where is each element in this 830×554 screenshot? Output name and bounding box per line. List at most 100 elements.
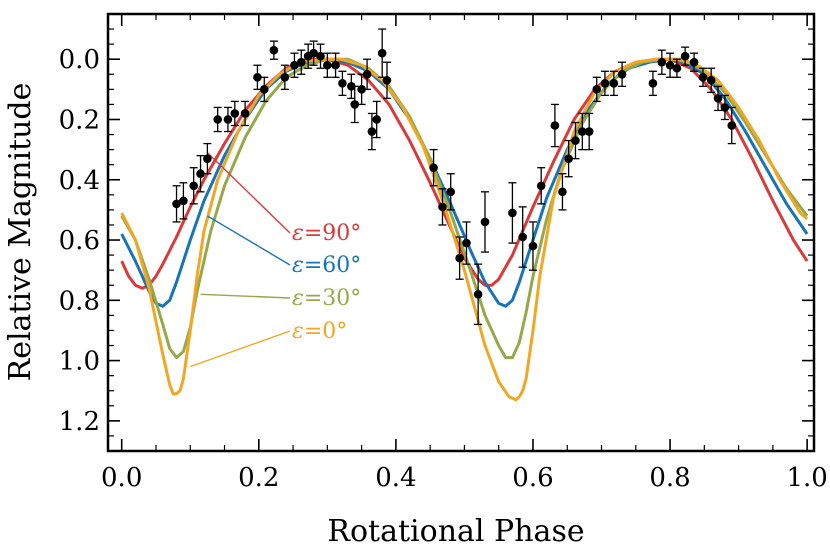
data-point-40 bbox=[550, 121, 560, 130]
data-point-45 bbox=[584, 127, 594, 136]
data-point-1 bbox=[179, 196, 188, 206]
data-point-0 bbox=[172, 199, 181, 209]
data-point-41 bbox=[558, 187, 567, 197]
data-point-16 bbox=[309, 48, 318, 58]
data-point-13 bbox=[290, 60, 299, 70]
data-point-47 bbox=[600, 79, 610, 88]
data-point-32 bbox=[455, 253, 464, 263]
data-point-5 bbox=[213, 115, 222, 124]
x-tick-label-3: 0.6 bbox=[512, 463, 553, 493]
y-tick-label-4: 0.8 bbox=[59, 286, 100, 316]
x-tick-label-2: 0.4 bbox=[375, 463, 416, 493]
data-point-38 bbox=[528, 241, 538, 251]
data-point-22 bbox=[350, 100, 360, 109]
data-point-6 bbox=[223, 115, 233, 124]
data-point-59 bbox=[720, 103, 730, 112]
model-curves bbox=[120, 57, 809, 402]
annotation-value: =0° bbox=[304, 319, 347, 344]
series-line-3 bbox=[120, 57, 809, 402]
annotation-symbol: ε bbox=[292, 319, 304, 344]
data-point-44 bbox=[578, 127, 587, 136]
y-tick-label-3: 0.6 bbox=[59, 226, 100, 256]
data-point-14 bbox=[296, 57, 306, 67]
annotation-leader-2 bbox=[200, 293, 291, 299]
annotation-label-1: ε=60° bbox=[292, 253, 361, 278]
data-point-30 bbox=[438, 202, 447, 212]
series-annotations: ε=90°ε=60°ε=30°ε=0° bbox=[292, 221, 361, 344]
data-point-28 bbox=[382, 76, 392, 85]
x-axis-title: Rotational Phase bbox=[327, 514, 584, 549]
x-tick-label-4: 0.8 bbox=[649, 463, 690, 493]
axis-ticks: 0.0 0.2 0.4 0.6 0.8 1.0 0.0 0.2 0.4 0.6 0.8 1.0 1.2 bbox=[59, 14, 828, 493]
annotation-leader-1 bbox=[207, 215, 291, 266]
y-tick-label-5: 1.0 bbox=[59, 347, 100, 377]
y-tick-label-6: 1.2 bbox=[59, 407, 100, 437]
data-point-39 bbox=[536, 181, 546, 191]
plot-border bbox=[106, 12, 816, 453]
data-point-34 bbox=[473, 289, 483, 299]
data-point-58 bbox=[713, 94, 723, 103]
data-point-56 bbox=[698, 72, 708, 82]
observed-points bbox=[172, 28, 737, 326]
x-tick-label-5: 1.0 bbox=[786, 463, 827, 493]
data-point-7 bbox=[230, 109, 240, 118]
data-point-60 bbox=[727, 121, 737, 130]
data-point-9 bbox=[253, 72, 262, 82]
data-point-37 bbox=[518, 232, 527, 242]
data-point-25 bbox=[367, 127, 377, 136]
annotation-leader-0 bbox=[206, 152, 291, 234]
data-point-8 bbox=[240, 109, 250, 118]
data-point-31 bbox=[446, 187, 456, 197]
series-line-2 bbox=[120, 57, 809, 360]
data-point-11 bbox=[269, 45, 279, 55]
data-point-49 bbox=[617, 69, 627, 79]
annotation-symbol: ε bbox=[292, 286, 304, 311]
data-point-18 bbox=[323, 60, 332, 70]
annotation-value: =90° bbox=[304, 221, 361, 246]
data-point-50 bbox=[648, 79, 658, 88]
data-point-12 bbox=[280, 72, 290, 82]
y-axis-title: Relative Magnitude bbox=[3, 83, 38, 382]
annotation-label-0: ε=90° bbox=[292, 221, 361, 246]
plot-frame bbox=[106, 12, 816, 453]
data-point-57 bbox=[706, 76, 716, 85]
data-point-27 bbox=[377, 48, 387, 58]
data-point-17 bbox=[316, 51, 325, 61]
data-point-54 bbox=[680, 51, 690, 61]
annotation-leaders bbox=[190, 152, 291, 368]
annotation-value: =30° bbox=[304, 286, 361, 311]
data-point-35 bbox=[480, 217, 490, 227]
annotation-leader-3 bbox=[190, 330, 291, 368]
data-point-10 bbox=[259, 85, 269, 94]
x-tick-label-1: 0.2 bbox=[238, 463, 279, 493]
data-point-19 bbox=[331, 60, 340, 70]
data-point-26 bbox=[372, 115, 381, 124]
y-tick-label-0: 0.0 bbox=[59, 45, 100, 75]
data-point-4 bbox=[203, 154, 212, 163]
data-point-51 bbox=[657, 57, 667, 67]
x-tick-label-0: 0.0 bbox=[101, 463, 142, 493]
data-point-24 bbox=[362, 69, 372, 79]
data-point-46 bbox=[592, 85, 602, 94]
data-point-20 bbox=[338, 79, 347, 88]
data-point-52 bbox=[665, 60, 675, 70]
data-point-36 bbox=[508, 208, 517, 218]
annotation-value: =60° bbox=[304, 253, 361, 278]
data-point-33 bbox=[462, 238, 471, 248]
data-point-53 bbox=[672, 63, 682, 73]
annotation-label-3: ε=0° bbox=[292, 319, 347, 344]
data-point-3 bbox=[196, 169, 205, 179]
data-point-23 bbox=[357, 85, 366, 94]
y-tick-label-1: 0.2 bbox=[59, 105, 100, 135]
data-point-43 bbox=[571, 136, 580, 145]
data-point-29 bbox=[429, 163, 438, 173]
data-point-42 bbox=[564, 154, 573, 163]
annotation-symbol: ε bbox=[292, 221, 304, 246]
data-point-55 bbox=[689, 57, 699, 67]
data-point-2 bbox=[189, 181, 198, 191]
data-point-48 bbox=[609, 79, 619, 88]
annotation-symbol: ε bbox=[292, 253, 304, 278]
annotation-label-2: ε=30° bbox=[292, 286, 361, 311]
y-tick-label-2: 0.4 bbox=[59, 166, 100, 196]
